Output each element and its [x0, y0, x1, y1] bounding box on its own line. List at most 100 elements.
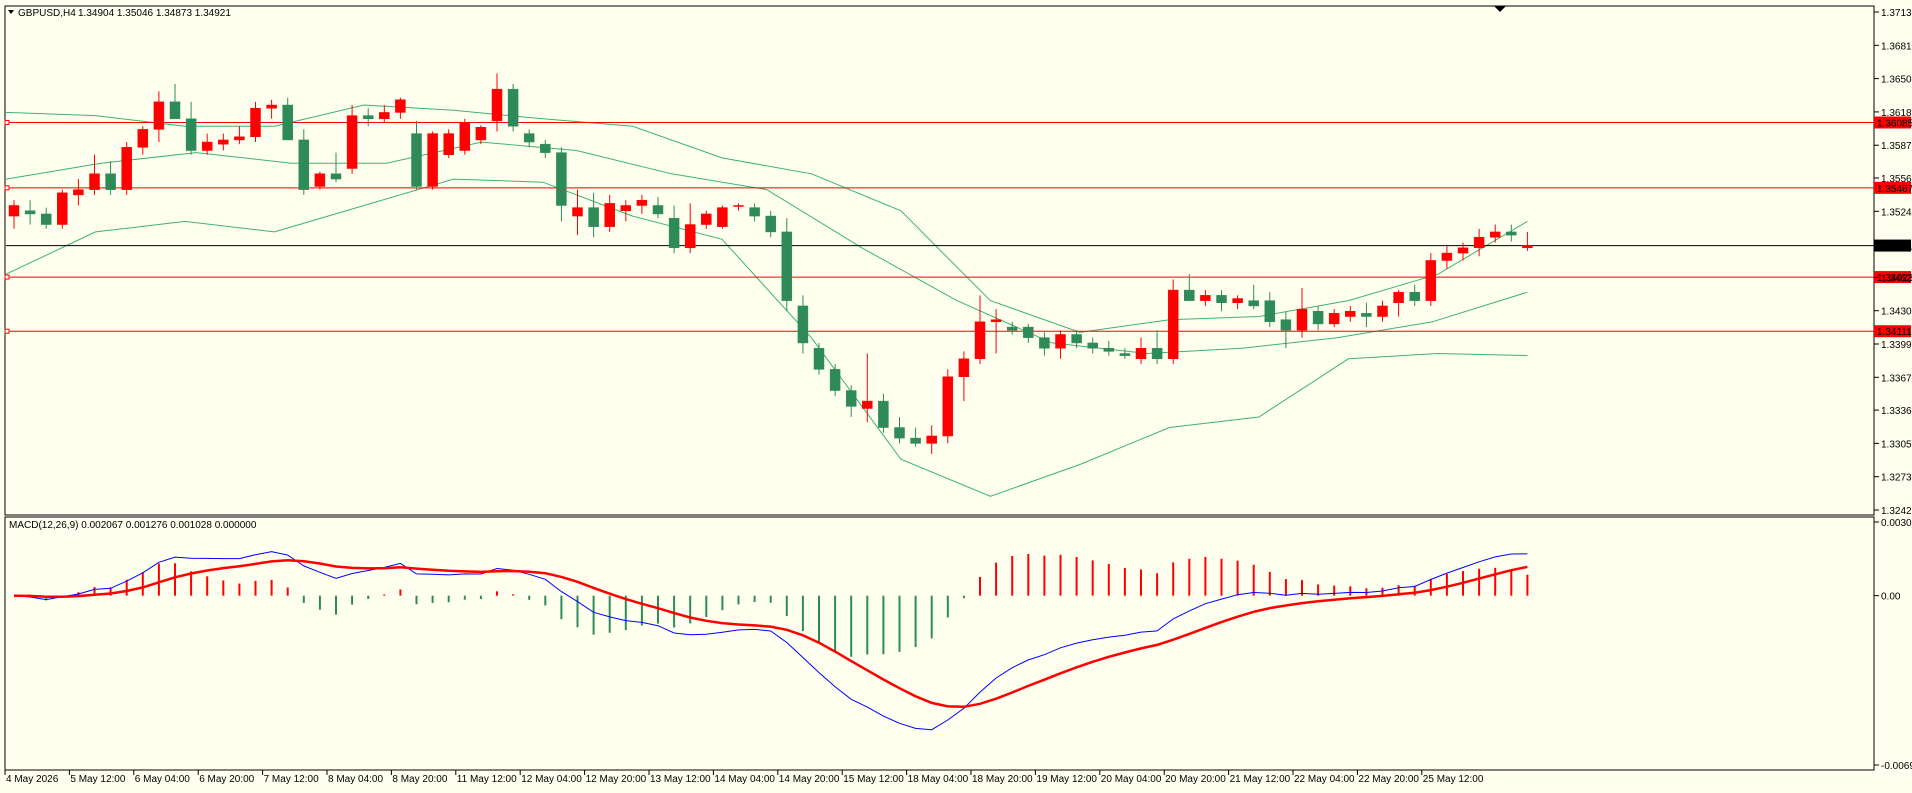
- candle-bull: [475, 126, 487, 141]
- candle-bull: [701, 213, 712, 225]
- price-tick-label: 1.33990: [1881, 340, 1912, 351]
- time-tick-label: 5 May 12:00: [70, 774, 125, 785]
- symbol-title: GBPUSD,H4: [18, 8, 76, 19]
- candle-bull: [942, 376, 954, 437]
- price-tag-label: 1.35467: [1877, 184, 1912, 195]
- price-tag-label: 1.34111: [1877, 327, 1912, 338]
- candle-bear: [894, 427, 905, 439]
- candle-bull: [1425, 260, 1437, 301]
- candle-bull: [379, 112, 390, 120]
- price-tick-label: 1.32735: [1881, 473, 1912, 484]
- candle-bull: [684, 224, 696, 249]
- price-tick-label: 1.35245: [1881, 207, 1912, 218]
- candle-bull: [1377, 305, 1388, 317]
- candle-bull: [266, 104, 277, 109]
- candle-bull: [974, 321, 986, 360]
- candle-bull: [346, 115, 358, 169]
- time-tick-label: 8 May 04:00: [328, 774, 383, 785]
- candle-bear: [765, 215, 776, 233]
- candle-bear: [24, 210, 36, 215]
- time-tick-label: 21 May 12:00: [1230, 774, 1291, 785]
- candle-bull: [443, 133, 454, 155]
- price-levels: 1.36085 1.35467 1.34921 1.34623 1.34111: [4, 116, 1912, 338]
- candle-bull: [491, 88, 503, 122]
- candle-bull: [1345, 310, 1356, 317]
- price-tick-label: 1.34930: [1881, 241, 1912, 252]
- candle-bear: [1023, 326, 1034, 338]
- candle-bear: [1119, 353, 1131, 356]
- candle-bear: [1071, 334, 1082, 344]
- time-tick-label: 22 May 04:00: [1294, 774, 1355, 785]
- candle-bull: [250, 107, 261, 138]
- candle-bear: [1006, 326, 1018, 331]
- time-axis: 4 May 2026 5 May 12:00 6 May 04:00 6 May 20…: [4, 770, 1484, 785]
- level-price-tag: [1874, 181, 1911, 194]
- macd-indicator: 0.003023 0.00 -0.00695: [13, 518, 1912, 772]
- candle-bear: [1409, 291, 1420, 301]
- candle-bear: [845, 390, 857, 407]
- level-line-anchor: [4, 119, 10, 125]
- candle-bear: [185, 118, 197, 151]
- candle-bear: [169, 101, 181, 120]
- candle-bear: [282, 104, 293, 141]
- candle-bear: [1248, 300, 1259, 307]
- chart-shift-marker-icon[interactable]: [1494, 6, 1506, 12]
- macd-tick-label: -0.00695: [1881, 761, 1912, 772]
- time-tick-label: 25 May 12:00: [1423, 774, 1484, 785]
- candle-bull: [862, 400, 873, 409]
- time-tick-label: 18 May 04:00: [908, 774, 969, 785]
- candle-bull: [89, 173, 100, 190]
- time-tick-label: 18 May 20:00: [972, 774, 1033, 785]
- candle-bear: [523, 133, 535, 143]
- time-tick-label: 7 May 12:00: [264, 774, 319, 785]
- price-tag-label: 1.34921: [1877, 242, 1912, 253]
- candle-bull: [1457, 247, 1469, 254]
- candle-bear: [652, 205, 664, 215]
- candle-bull: [958, 358, 970, 378]
- candle-bull: [121, 147, 132, 190]
- candle-bull: [8, 205, 20, 217]
- price-panel[interactable]: [4, 5, 1875, 516]
- candle-bear: [668, 217, 680, 249]
- price-tick-label: 1.34620: [1881, 273, 1912, 284]
- candle-bull: [1393, 291, 1404, 304]
- price-tick-label: 1.35560: [1881, 174, 1912, 185]
- candle-bear: [1103, 347, 1115, 352]
- candle-bull: [717, 207, 728, 227]
- level-line-anchor: [4, 185, 10, 191]
- price-tick-label: 1.33365: [1881, 406, 1912, 417]
- macd-main-line: [13, 551, 1528, 731]
- candle-bull: [153, 101, 165, 130]
- candle-bear: [556, 152, 567, 206]
- price-tick-label: 1.36815: [1881, 41, 1912, 52]
- candle-bull: [1441, 252, 1453, 261]
- candle-bull: [990, 319, 1002, 323]
- price-tick-label: 1.36500: [1881, 75, 1912, 86]
- price-tick-label: 1.33050: [1881, 439, 1912, 450]
- candle-bear: [910, 437, 921, 444]
- candle-bear: [105, 173, 116, 190]
- level-price-tag: [1874, 116, 1911, 129]
- candles: [8, 73, 1533, 454]
- macd-panel[interactable]: [4, 516, 1875, 771]
- candle-bear: [362, 115, 374, 120]
- candle-bull: [427, 133, 438, 187]
- candle-bear: [40, 213, 52, 225]
- level-price-tag: [1874, 271, 1911, 284]
- current-price-tag: [1874, 239, 1911, 252]
- price-tick-label: 1.33675: [1881, 373, 1912, 384]
- candle-bear: [298, 139, 310, 190]
- candle-bull: [137, 129, 149, 148]
- time-tick-label: 14 May 20:00: [779, 774, 840, 785]
- candle-bull: [1296, 308, 1308, 331]
- candle-bear: [1264, 300, 1276, 323]
- bollinger-lower: [5, 178, 1528, 497]
- dropdown-arrow-icon[interactable]: [8, 10, 14, 14]
- candle-bull: [572, 207, 583, 217]
- macd-signal-line: [13, 558, 1528, 709]
- ohlc-readout: 1.34904 1.35046 1.34873 1.34921: [78, 8, 231, 19]
- time-tick-label: 14 May 04:00: [714, 774, 775, 785]
- candle-bull: [1522, 245, 1533, 249]
